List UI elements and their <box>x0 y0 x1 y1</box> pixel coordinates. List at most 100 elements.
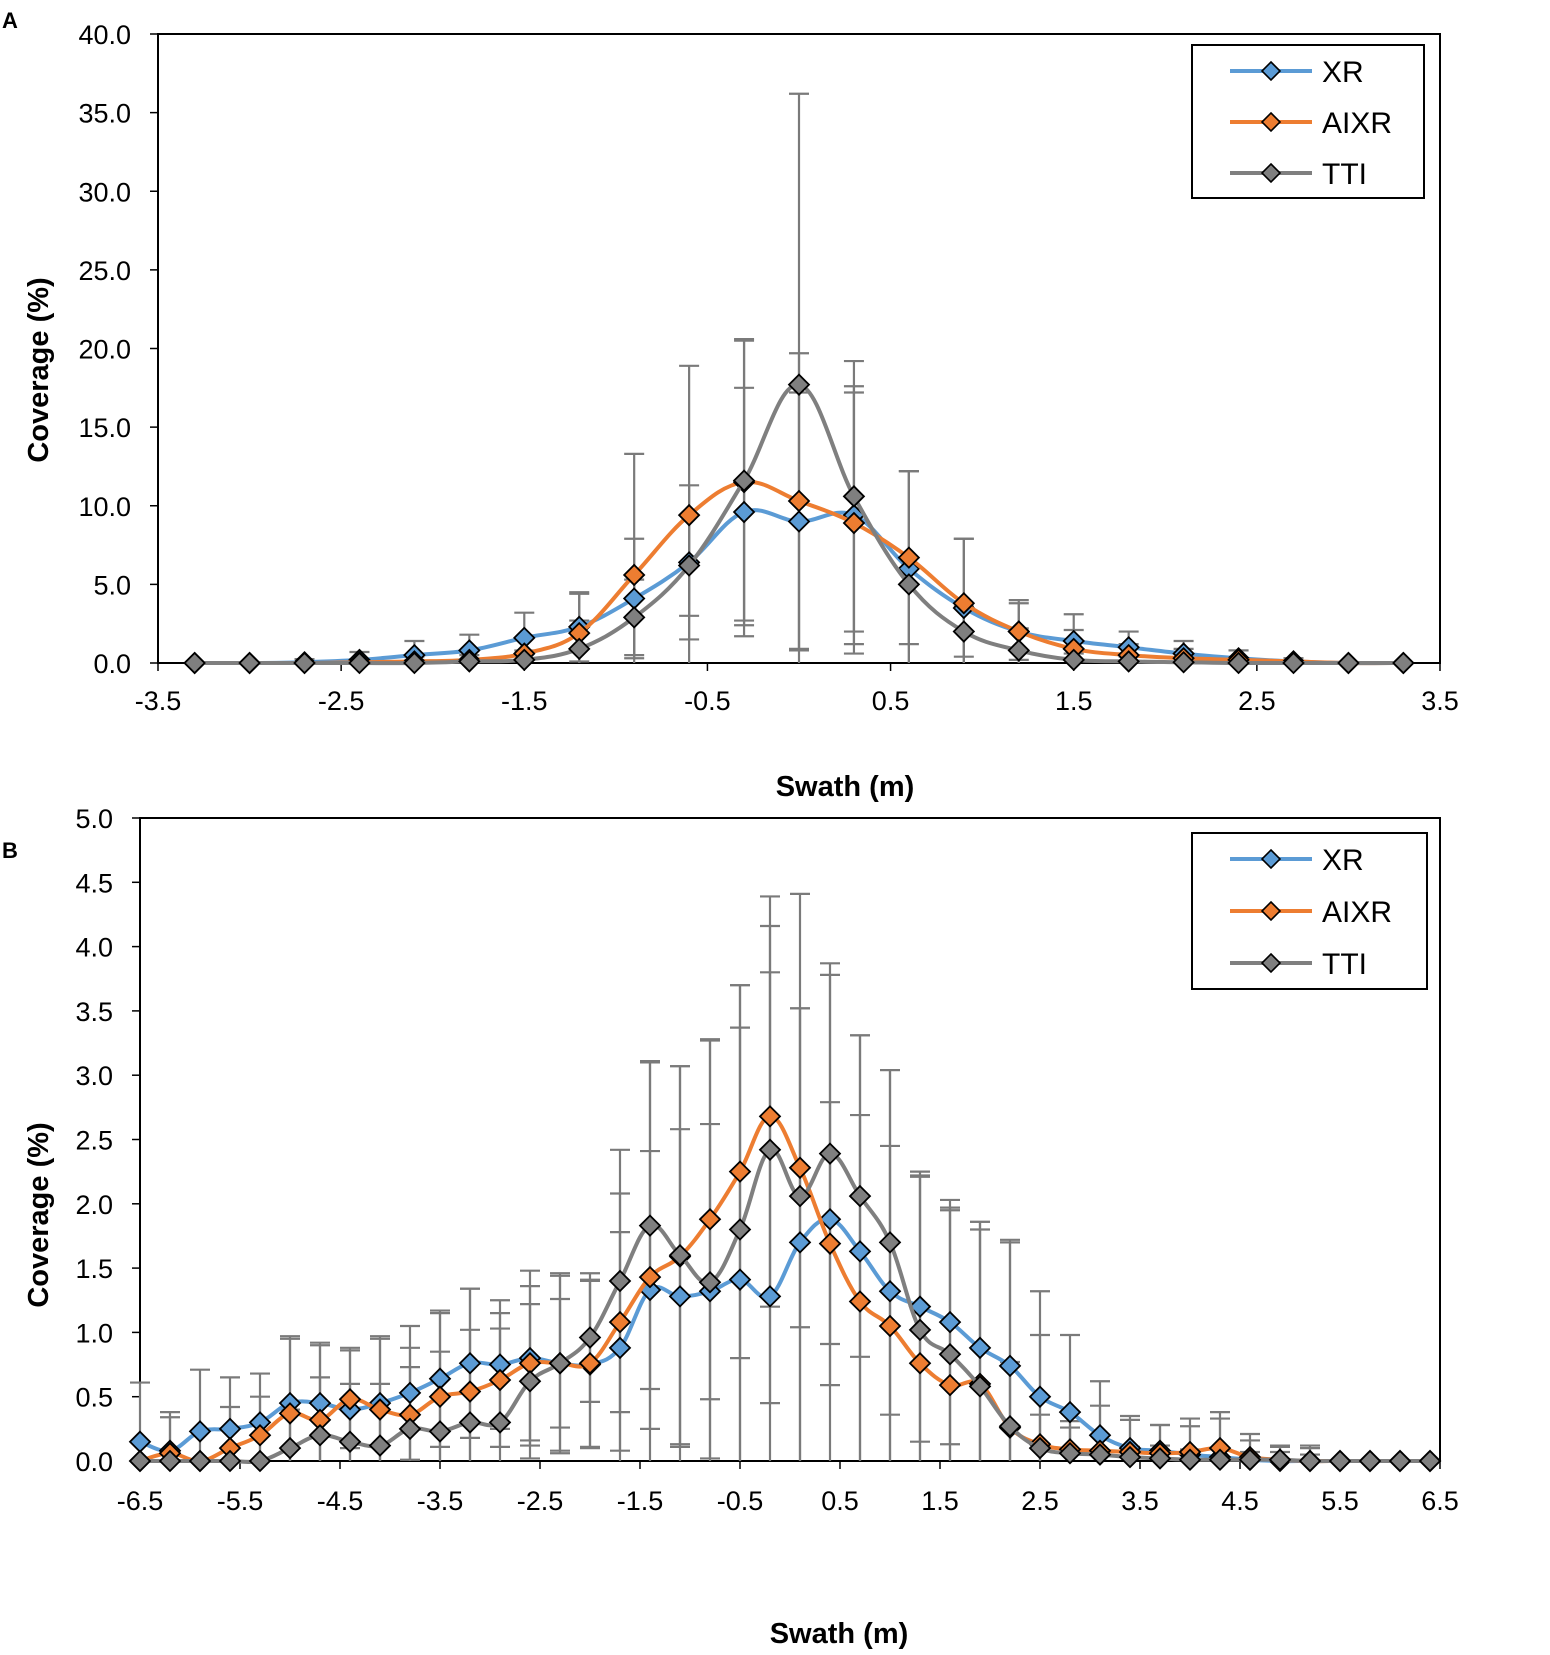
panel-b-tti-data-point <box>638 1214 662 1237</box>
panel-b-tti-data-point <box>398 1417 422 1441</box>
panel-a-y-tick-label: 30.0 <box>78 177 131 207</box>
panel-b-tti-data-point <box>128 1449 152 1473</box>
panel-a-x-tick-label: -2.5 <box>318 686 365 716</box>
panel-b-aixr-data-point <box>638 1265 662 1289</box>
panel-a-aixr-data-point <box>897 546 921 569</box>
panel-a-aixr-data-point <box>1007 620 1031 643</box>
panel-b-tti-data-point <box>1418 1449 1442 1473</box>
panel-b-x-tick-label: 3.5 <box>1121 1486 1159 1516</box>
panel-a-y-tick-label: 35.0 <box>78 99 131 129</box>
panel-a-tti-data-point <box>952 620 976 643</box>
panel-a-tti-data-point <box>567 637 591 661</box>
panel-b-tti-series-line <box>139 1147 1430 1465</box>
panel-a-tti-data-point <box>622 606 646 629</box>
panel-a-tti-data-point <box>458 650 481 673</box>
panel-a-legend-label-tti: TTI <box>1322 158 1367 191</box>
panel-b-tti-data-point <box>368 1434 392 1457</box>
panel-b-tti-data-point <box>968 1375 992 1398</box>
panel-b-x-tick-label: -4.5 <box>317 1486 364 1516</box>
panel-b-xr-data-point <box>908 1295 932 1318</box>
panel-b-tti-data-point <box>1148 1447 1172 1470</box>
panel-b-aixr-data-point <box>818 1232 842 1255</box>
panel-a-tti-data-point <box>787 373 811 396</box>
panel-b-tti-data-point <box>1388 1449 1412 1473</box>
panel-a-tti-data-point <box>897 573 921 596</box>
panel-b-tti-data-point <box>1238 1448 1262 1471</box>
panel-b-tti-data-point <box>188 1449 212 1473</box>
panel-a-y-tick-label: 10.0 <box>78 492 131 522</box>
panel-b-y-tick-label: 0.5 <box>75 1383 113 1413</box>
panel-b-tti-data-point <box>1328 1449 1352 1473</box>
panel-b-xr-data-point <box>728 1268 752 1291</box>
panel-b-aixr-data-point <box>908 1351 932 1375</box>
panel-b-chart: 0.0 0.5 1.0 1.5 2.0 2.5 3.0 3.5 4.0 4.5 5.0 -6.5 -5.… <box>75 804 1458 1516</box>
panel-b-y-axis-title: Coverage (%) <box>23 1122 55 1307</box>
panel-b-x-tick-label: 0.5 <box>821 1486 859 1516</box>
panel-b-tti-data-point <box>1028 1436 1052 1460</box>
panel-b-xr-data-point <box>938 1310 962 1334</box>
panel-b-y-tick-label: 2.5 <box>75 1126 113 1156</box>
panel-a-legend-marker-xr <box>1260 60 1282 82</box>
panel-b-y-tick-label: 2.0 <box>75 1190 113 1220</box>
panel-b-tti-data-point <box>938 1342 962 1366</box>
panel-b-xr-data-point <box>848 1240 872 1263</box>
panel-b-tti-data-point <box>248 1449 272 1473</box>
panel-b-tti-data-point <box>488 1411 512 1434</box>
panel-b-xr-data-point <box>188 1420 212 1443</box>
panel-b-tti-data-point <box>278 1436 302 1460</box>
panel-b-aixr-data-point <box>488 1368 512 1392</box>
panel-a-x-tick-label: -1.5 <box>501 686 548 716</box>
panel-a-legend-label-aixr: AIXR <box>1322 107 1392 140</box>
panel-b-y-tick-label: 0.0 <box>75 1447 113 1477</box>
panel-b-y-tick-label: 4.0 <box>75 933 113 963</box>
panel-b-tti-data-point <box>878 1231 902 1254</box>
panel-b-tti-data-point <box>578 1326 602 1349</box>
panel-b-y-tick-label: 4.5 <box>75 868 113 898</box>
panel-b-aixr-data-point <box>368 1398 392 1421</box>
panel-b-tti-data-point <box>338 1430 362 1453</box>
panel-a-xr-data-point <box>622 587 646 610</box>
panel-b-tti-data-point <box>1178 1448 1202 1471</box>
panel-a-tti-data-point <box>842 485 866 508</box>
panel-a-y-tick-label: 15.0 <box>78 413 131 443</box>
panel-a-tti-data-point <box>403 651 426 675</box>
panel-b-tti-data-point <box>1058 1442 1082 1465</box>
panel-b-xr-data-point <box>788 1231 812 1254</box>
panel-a-tti-data-point <box>1392 651 1415 675</box>
panel-b-aixr-data-point <box>758 1105 782 1128</box>
panel-b-aixr-data-point <box>848 1290 872 1313</box>
panel-b-tti-data-point <box>458 1411 482 1434</box>
panel-b-tti-data-point <box>668 1243 692 1267</box>
panel-b-tti-data-point <box>1118 1445 1142 1469</box>
panel-b-tti-data-point <box>548 1351 572 1375</box>
panel-b-legend-label-aixr: AIXR <box>1322 896 1392 929</box>
panel-b-x-tick-label: -5.5 <box>217 1486 264 1516</box>
panel-b-aixr-data-point <box>428 1385 452 1408</box>
panel-b-tti-data-point <box>518 1369 542 1393</box>
panel-a-y-axis-title: Coverage (%) <box>23 277 55 462</box>
panel-a-x-tick-label: 1.5 <box>1055 686 1093 716</box>
panel-b-xr-data-point <box>1058 1400 1082 1424</box>
panel-a-y-tick-label: 0.0 <box>93 649 131 679</box>
panel-b-x-tick-label: -6.5 <box>117 1486 164 1516</box>
panel-b-aixr-data-point <box>248 1424 272 1447</box>
panel-b-aixr-data-point <box>938 1373 962 1397</box>
panel-a-legend-marker-aixr <box>1260 111 1282 133</box>
panel-b-y-tick-label: 5.0 <box>75 804 113 834</box>
panel-b-tti-data-point <box>698 1270 722 1294</box>
panel-b-tti-data-point <box>158 1449 182 1473</box>
panel-b-tti-data-point <box>1298 1449 1322 1473</box>
panel-b-tti-data-point <box>1358 1449 1382 1473</box>
panel-b-legend-label-xr: XR <box>1322 844 1364 877</box>
panel-b-xr-data-point <box>218 1417 242 1441</box>
panel-a-aixr-data-point <box>842 511 866 535</box>
panel-a-tti-data-point <box>1117 650 1140 673</box>
panel-b-tti-data-point <box>218 1449 242 1473</box>
panel-a-tti-data-point <box>1227 651 1250 675</box>
panel-a-tti-data-point <box>1172 650 1195 674</box>
panel-b-y-tick-label: 1.0 <box>75 1318 113 1348</box>
panel-b-y-tick-label: 3.0 <box>75 1061 113 1091</box>
panel-a-tti-data-point <box>1007 639 1031 662</box>
panel-b-legend-marker-xr <box>1260 848 1282 870</box>
